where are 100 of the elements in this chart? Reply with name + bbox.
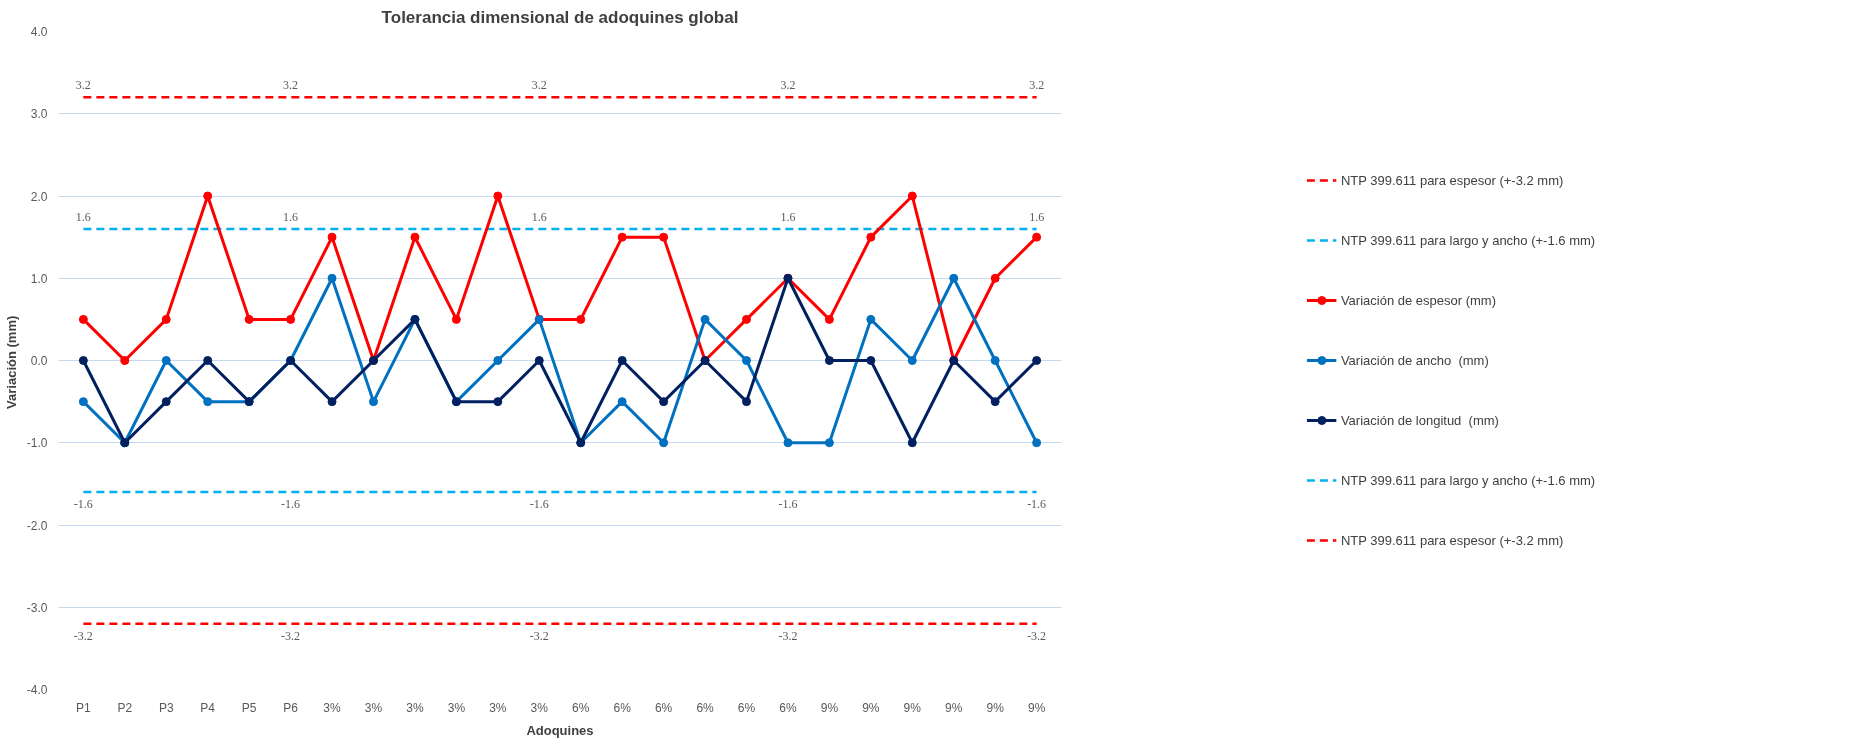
- x-tick-label: P2: [117, 700, 133, 715]
- data-label: -1.6: [73, 497, 93, 512]
- data-label: -3.2: [778, 628, 798, 643]
- point: [907, 438, 917, 448]
- x-tick-label: 3%: [447, 700, 466, 715]
- point: [368, 397, 378, 407]
- point: [78, 314, 88, 324]
- x-tick-label: 9%: [986, 700, 1005, 715]
- x-tick-label: 3%: [406, 700, 424, 715]
- data-label: -1.6: [529, 497, 549, 512]
- point: [1032, 438, 1042, 448]
- point: [907, 356, 917, 365]
- legend-label: NTP 399.611 para espesor (+-3.2 mm): [1340, 532, 1564, 548]
- y-tick-label: 4.0: [30, 25, 48, 39]
- x-tick-label: P3: [158, 700, 174, 715]
- point: [451, 314, 461, 324]
- point: [866, 314, 876, 324]
- x-tick-label: 6%: [779, 700, 797, 715]
- point: [203, 397, 213, 407]
- y-tick-label: -3.0: [26, 600, 48, 615]
- data-label: -3.2: [1027, 628, 1047, 643]
- y-tick-label: -2.0: [26, 518, 48, 533]
- x-tick-label: 3%: [323, 700, 342, 715]
- x-tick-label: 6%: [613, 700, 632, 715]
- legend-label: NTP 399.611 para espesor (+-3.2 mm): [1340, 172, 1564, 188]
- point: [824, 356, 834, 365]
- data-label: -1.6: [281, 497, 301, 512]
- point: [659, 438, 669, 448]
- data-label: 1.6: [1029, 209, 1045, 224]
- x-tick-label: 3%: [489, 700, 507, 715]
- point: [990, 273, 1000, 283]
- x-tick-label: 9%: [820, 700, 839, 715]
- legend-label: NTP 399.611 para largo y ancho (+-1.6 mm): [1340, 472, 1596, 488]
- point: [1032, 232, 1042, 242]
- x-tick-label: P6: [283, 700, 299, 715]
- x-tick-label: 9%: [862, 700, 880, 715]
- point: [120, 356, 130, 365]
- point: [742, 356, 752, 365]
- y-tick-label: -4.0: [26, 683, 48, 697]
- point: [742, 397, 752, 407]
- point: [161, 314, 171, 324]
- data-label: -3.2: [281, 628, 301, 643]
- point: [410, 232, 420, 242]
- x-tick-label: 6%: [737, 700, 756, 715]
- point: [327, 232, 337, 242]
- point: [742, 314, 752, 324]
- point: [783, 438, 793, 448]
- data-label: -3.2: [529, 628, 549, 643]
- point: [949, 273, 959, 283]
- x-tick-label: 3%: [364, 700, 383, 715]
- x-tick-label: 6%: [654, 700, 673, 715]
- x-tick-label: 6%: [696, 700, 715, 715]
- data-label: 3.2: [1029, 78, 1045, 93]
- data-label: 1.6: [780, 209, 796, 224]
- point: [203, 191, 213, 201]
- data-label: 1.6: [531, 209, 547, 224]
- y-tick-label: 1.0: [30, 271, 48, 286]
- point: [659, 232, 669, 242]
- data-label: 3.2: [75, 78, 91, 93]
- legend-label: NTP 399.611 para largo y ancho (+-1.6 mm): [1340, 232, 1596, 248]
- y-axis-title: Variación (mm): [3, 315, 19, 409]
- x-tick-label: 9%: [903, 700, 922, 715]
- data-label: -1.6: [778, 497, 798, 512]
- x-tick-label: 9%: [1027, 700, 1046, 715]
- point: [161, 397, 171, 407]
- data-label: 3.2: [283, 78, 299, 93]
- point: [576, 314, 586, 324]
- point: [493, 191, 503, 201]
- point: [907, 191, 917, 201]
- point: [286, 314, 296, 324]
- point: [617, 356, 627, 365]
- point: [990, 356, 1000, 365]
- x-tick-label: 6%: [572, 700, 590, 715]
- y-tick-label: 3.0: [30, 107, 48, 122]
- point: [659, 397, 669, 407]
- point: [534, 356, 544, 365]
- point: [493, 356, 503, 365]
- point: [493, 397, 503, 407]
- point: [866, 232, 876, 242]
- point: [327, 397, 337, 407]
- data-label: -1.6: [1027, 497, 1047, 512]
- legend-label: Variación de longitud (mm): [1340, 412, 1499, 428]
- point: [161, 356, 171, 365]
- y-tick-label: 2.0: [30, 189, 48, 204]
- point: [824, 438, 834, 448]
- legend-label: Variación de ancho (mm): [1340, 352, 1489, 368]
- x-tick-label: P1: [76, 700, 92, 715]
- point: [617, 397, 627, 407]
- point: [617, 232, 627, 242]
- data-label: 3.2: [780, 78, 796, 93]
- chart-title: Tolerancia dimensional de adoquines global: [381, 7, 739, 27]
- data-label: -3.2: [73, 628, 93, 643]
- legend-label: Variación de espesor (mm): [1340, 292, 1496, 308]
- point: [700, 314, 710, 324]
- x-tick-label: 9%: [945, 700, 963, 715]
- data-label: 1.6: [75, 209, 91, 224]
- point: [866, 356, 876, 365]
- point: [78, 356, 88, 365]
- x-axis-title: Adoquines: [526, 722, 594, 738]
- point: [244, 314, 254, 324]
